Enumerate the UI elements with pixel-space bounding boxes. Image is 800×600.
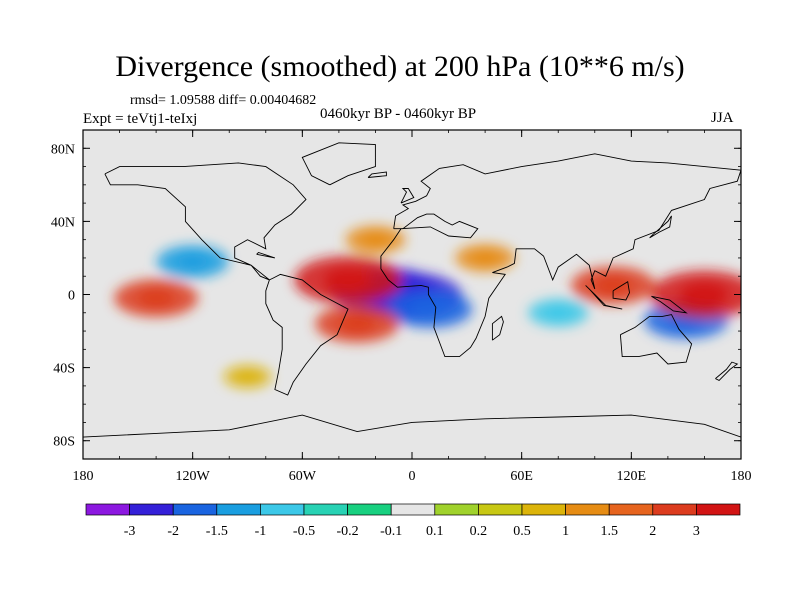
- colorbar-label: 1.5: [600, 524, 618, 539]
- field-feature-core: [361, 232, 389, 247]
- coastline-layer: [83, 142, 741, 438]
- coastline: [619, 314, 693, 365]
- chart-title: Divergence (smoothed) at 200 hPa (10**6 …: [115, 50, 685, 83]
- x-tick-label: 0: [409, 469, 416, 484]
- coastline: [612, 280, 630, 301]
- coastline: [400, 188, 415, 204]
- field-feature-core: [338, 314, 377, 334]
- x-tick-label: 180: [731, 469, 752, 484]
- colorbar-label: -1: [255, 524, 267, 539]
- y-tick-label: 40S: [53, 362, 75, 377]
- colorbar-label: -0.5: [293, 524, 315, 539]
- field-feature-core: [544, 305, 572, 320]
- colorbar-swatch: [172, 503, 218, 516]
- colorbar-swatch: [521, 503, 566, 516]
- coastline: [380, 153, 741, 358]
- axis-ticks: 180 120W 60W 0 60E 120E 180 80N 40N 0 40S 80S: [51, 129, 752, 484]
- colorbar-label: 2: [649, 524, 656, 539]
- coastline: [104, 162, 349, 396]
- colorbar-swatch: [696, 503, 741, 516]
- coastline: [715, 361, 739, 381]
- field-feature-core: [680, 282, 729, 307]
- field-feature-core: [471, 250, 499, 265]
- season-label: JJA: [711, 110, 734, 126]
- coastline: [585, 285, 623, 310]
- colorbar-label: -2: [167, 524, 179, 539]
- colorbar-label: 1: [562, 524, 569, 539]
- colorbar-label: 3: [693, 524, 700, 539]
- field-feature-core: [137, 288, 176, 308]
- y-tick-label: 80S: [53, 435, 75, 450]
- colorbar-label: -3: [124, 524, 136, 539]
- x-tick-label: 180: [73, 469, 94, 484]
- colorbar-swatch: [303, 503, 348, 516]
- y-tick-label: 80N: [51, 142, 75, 157]
- colorbar-swatch: [216, 503, 261, 516]
- colorbar-label: 0.1: [426, 524, 444, 539]
- colorbar-label: 0.5: [513, 524, 531, 539]
- x-tick-label: 60W: [289, 469, 317, 484]
- coastline: [649, 215, 672, 239]
- colorbar-swatch: [129, 503, 174, 516]
- coastline: [301, 142, 376, 186]
- x-tick-label: 120W: [176, 469, 211, 484]
- colorbar-swatch: [85, 503, 130, 516]
- colorbar-swatch: [434, 503, 479, 516]
- coastline: [491, 315, 504, 341]
- colorbar-label: -0.2: [337, 524, 359, 539]
- x-tick-label: 60E: [510, 469, 533, 484]
- period-label: 0460kyr BP - 0460kyr BP: [320, 106, 477, 122]
- field-feature-core: [176, 253, 209, 270]
- field-feature-core: [236, 371, 259, 383]
- colorbar-swatch: [390, 503, 436, 516]
- colorbar-swatch: [652, 503, 697, 516]
- coastline: [83, 414, 741, 438]
- coastline: [367, 171, 387, 178]
- colorbar-label: -0.1: [380, 524, 402, 539]
- field-feature-core: [323, 267, 373, 292]
- colorbar-swatch: [608, 503, 654, 516]
- field-layer: [83, 130, 741, 459]
- colorbar-swatch: [565, 503, 610, 516]
- coastline: [256, 251, 276, 259]
- colorbar: -3 -2 -1.5 -1 -0.5 -0.2 -0.1 0.1 0.2 0.5 1 1.5 2 3: [85, 503, 741, 539]
- colorbar-swatch: [347, 503, 392, 516]
- colorbar-label: -1.5: [206, 524, 228, 539]
- colorbar-label: 0.2: [470, 524, 488, 539]
- experiment-label: Expt = teVtj1-teIxj: [83, 111, 198, 127]
- field-feature-core: [594, 275, 632, 295]
- field-feature-core: [411, 299, 450, 319]
- y-tick-label: 40N: [51, 215, 75, 230]
- coastline: [651, 295, 688, 314]
- colorbar-swatch: [478, 503, 523, 516]
- stats-label: rmsd= 1.09588 diff= 0.00404682: [130, 93, 317, 108]
- x-tick-label: 120E: [617, 469, 647, 484]
- colorbar-swatch: [260, 503, 305, 516]
- y-tick-label: 0: [68, 289, 75, 304]
